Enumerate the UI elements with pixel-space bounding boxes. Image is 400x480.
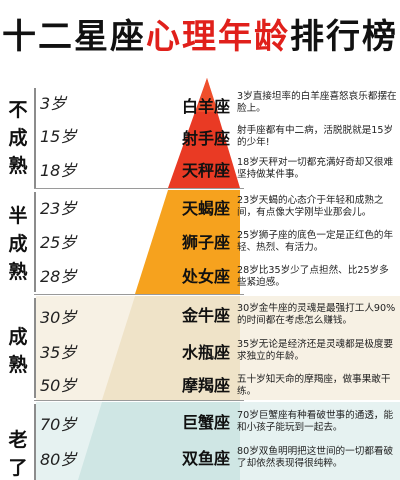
bracket-line xyxy=(34,298,36,398)
description: 23岁天蝎的心态介于年轻和成熟之间，有点像大学刚毕业那会儿。 xyxy=(237,195,384,218)
page-title: 十二星座心理年龄排行榜 xyxy=(0,12,400,62)
zodiac-sign: 金牛座 xyxy=(181,306,230,325)
pyramid-tier-orange xyxy=(135,190,240,294)
group-divider xyxy=(34,294,244,295)
description: 80岁双鱼明明把这世间的一切都看破了却依然表现得很纯粹。 xyxy=(237,446,394,469)
pyramid-tier-beige xyxy=(102,296,240,400)
age-label: 25岁 xyxy=(40,233,77,252)
bracket-line xyxy=(34,404,36,480)
description: 五十岁知天命的摩羯座，做事果敢干练。 xyxy=(237,374,391,397)
group-char: 成 xyxy=(8,233,28,255)
description: 18岁天秤对一切都充满好奇却又很难坚持做某件事。 xyxy=(237,157,394,180)
pyramid-tier-red xyxy=(168,78,240,188)
age-label: 50岁 xyxy=(40,376,77,395)
age-label: 28岁 xyxy=(40,267,77,286)
group-char: 半 xyxy=(8,205,28,227)
zodiac-sign: 摩羯座 xyxy=(181,376,230,395)
group-char: 不 xyxy=(8,99,28,121)
group-char: 熟 xyxy=(8,155,28,177)
description: 28岁比35岁少了点担然、比25岁多些紧迫感。 xyxy=(237,265,389,288)
description: 3岁直接坦率的白羊座喜怒哀乐都摆在脸上。 xyxy=(237,91,397,114)
age-label: 30岁 xyxy=(40,308,77,327)
group-label-mature: 成 熟 xyxy=(4,316,32,386)
zodiac-sign: 双鱼座 xyxy=(181,449,230,468)
bracket-line xyxy=(34,192,36,292)
group-divider xyxy=(34,400,244,401)
description: 70岁巨蟹座有种看破世事的通透，能和小孩子能玩到一起去。 xyxy=(237,410,394,433)
zodiac-sign: 天蝎座 xyxy=(181,199,230,218)
age-label: 35岁 xyxy=(40,343,77,362)
zodiac-sign: 水瓶座 xyxy=(181,343,230,362)
zodiac-sign: 白羊座 xyxy=(181,97,230,116)
description: 30岁金牛座的灵魂是最强打工人90%的时间都在考虑怎么赚钱。 xyxy=(237,303,396,326)
age-label: 18岁 xyxy=(40,161,77,180)
group-char: 成 xyxy=(8,127,28,149)
pyramid-tier-red-top xyxy=(196,78,218,112)
age-label: 80岁 xyxy=(40,450,77,469)
age-label: 15岁 xyxy=(40,127,77,146)
title-part-2: 心理年龄 xyxy=(146,17,290,57)
group-char: 了 xyxy=(8,457,28,479)
zodiac-sign: 天秤座 xyxy=(181,161,230,180)
group-label-immature: 不 成 熟 xyxy=(4,90,32,186)
title-part-1: 十二星座 xyxy=(2,17,146,57)
group-char: 成 xyxy=(8,326,28,348)
group-char: 熟 xyxy=(8,261,28,283)
zodiac-sign: 巨蟹座 xyxy=(181,413,230,432)
pyramid-tier-teal xyxy=(78,402,240,480)
group-label-old: 老 了 xyxy=(4,424,32,480)
description: 射手座都有中二病，活脱脱就是15岁的少年! xyxy=(237,125,394,148)
title-part-3: 排行榜 xyxy=(290,17,398,57)
description: 25岁狮子座的底色一定是正红色的年轻、热烈、有活力。 xyxy=(237,230,394,253)
zodiac-sign: 狮子座 xyxy=(181,233,230,252)
age-label: 23岁 xyxy=(40,199,77,218)
zodiac-sign: 处女座 xyxy=(181,267,230,286)
bracket-line xyxy=(34,88,36,188)
group-divider xyxy=(34,188,244,189)
age-label: 3岁 xyxy=(40,94,67,113)
group-char: 熟 xyxy=(8,354,28,376)
group-char: 老 xyxy=(8,429,28,451)
group-label-semi-mature: 半 成 熟 xyxy=(4,196,32,292)
description: 35岁无论是经济还是灵魂都是极度要求独立的年龄。 xyxy=(237,339,394,362)
zodiac-sign: 射手座 xyxy=(181,129,230,148)
age-label: 70岁 xyxy=(40,415,77,434)
